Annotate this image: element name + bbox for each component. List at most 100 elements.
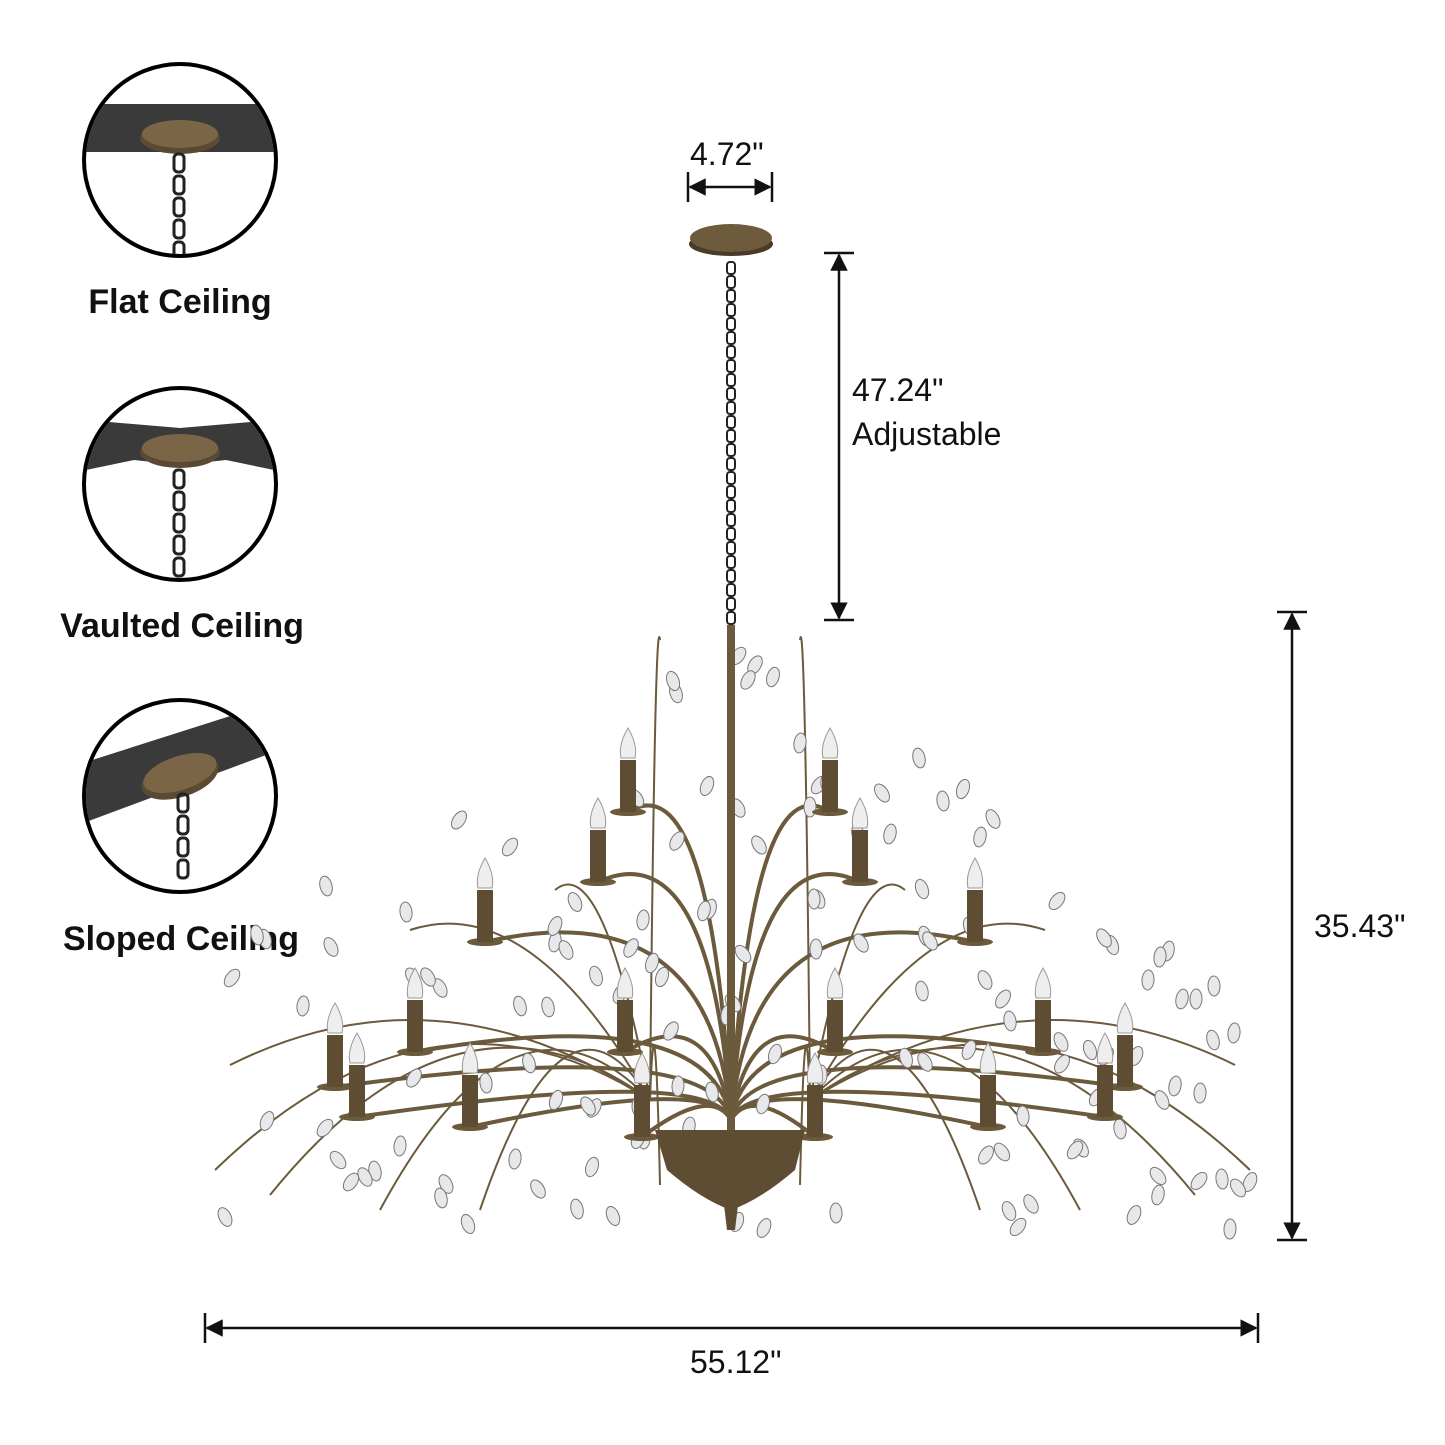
crystal (1194, 1083, 1207, 1103)
branch (650, 1046, 660, 1185)
bulb (620, 728, 635, 758)
crystal (528, 1177, 549, 1200)
candle-sleeve (822, 760, 838, 812)
chain-link (727, 360, 735, 372)
bulb (980, 1043, 995, 1073)
crystal (975, 968, 995, 991)
crystal (215, 1205, 235, 1228)
chain-link (727, 276, 735, 288)
width-dimension (205, 1313, 1258, 1343)
crystal (448, 808, 469, 831)
chain-length-label: 47.24" (852, 372, 943, 409)
chain-link (727, 416, 735, 428)
height-label: 35.43" (1314, 908, 1405, 945)
crystal (749, 833, 770, 856)
crystal (296, 995, 310, 1016)
crystal (1046, 889, 1068, 912)
candle-sleeve (407, 1000, 423, 1052)
chain-link (727, 374, 735, 386)
branch (650, 637, 660, 1100)
crystal (318, 875, 334, 897)
candle-sleeve (827, 1000, 843, 1052)
chain-link (727, 388, 735, 400)
chain-link (727, 514, 735, 526)
crystal (1167, 1075, 1183, 1097)
bulb (477, 858, 492, 888)
crystal (936, 790, 951, 811)
crystal (661, 1019, 682, 1042)
crystal (587, 965, 604, 988)
canopy (689, 224, 773, 256)
crystal (1150, 1184, 1166, 1206)
crystal (972, 826, 988, 848)
crystal (327, 1148, 349, 1171)
bulb (349, 1033, 364, 1063)
chain-link (727, 486, 735, 498)
bulb (462, 1043, 477, 1073)
chain-link (727, 318, 735, 330)
bulb (1117, 1003, 1132, 1033)
crystal (810, 939, 822, 959)
crystal (636, 909, 651, 930)
canopy-width-dimension (688, 172, 772, 202)
crystal (698, 774, 717, 797)
candle-sleeve (1035, 1000, 1051, 1052)
crystal (1016, 1106, 1030, 1127)
chain-link (727, 346, 735, 358)
crystal (754, 1216, 773, 1239)
chain-link (727, 444, 735, 456)
candle-sleeve (327, 1035, 343, 1087)
bulb (852, 798, 867, 828)
candle-sleeve (967, 890, 983, 942)
crystal (479, 1072, 493, 1093)
crystal (911, 747, 927, 769)
candle-sleeve (462, 1075, 478, 1127)
chain-link (727, 500, 735, 512)
crystal (540, 996, 556, 1018)
crystal (1153, 946, 1167, 967)
crystal (508, 1148, 523, 1169)
crystal (1152, 1088, 1172, 1111)
crystal (1147, 1164, 1169, 1187)
chain (727, 262, 735, 624)
bulb (1035, 968, 1050, 998)
chain-link (727, 304, 735, 316)
candle-sleeve (807, 1085, 823, 1137)
candle-sleeve (620, 760, 636, 812)
crystal (1215, 1168, 1229, 1189)
crystal (1190, 989, 1203, 1009)
chain-link (727, 402, 735, 414)
crystal (1002, 1010, 1017, 1032)
chain-link (727, 458, 735, 470)
canopy-width-label: 4.72" (690, 136, 764, 173)
candle-sleeve (980, 1075, 996, 1127)
crystal (913, 878, 931, 901)
crystal (393, 1135, 407, 1156)
crystal (459, 1212, 478, 1235)
candle-sleeve (1097, 1065, 1113, 1117)
crystal (983, 807, 1003, 830)
chain-link (727, 570, 735, 582)
chain-link (727, 528, 735, 540)
chain-link (727, 556, 735, 568)
chain-adjustable-label: Adjustable (852, 416, 1001, 453)
bulb (590, 798, 605, 828)
crystal (221, 966, 243, 989)
candle-sleeve (477, 890, 493, 942)
chain-link (727, 542, 735, 554)
crystal (1000, 1199, 1019, 1222)
crystal (954, 778, 972, 801)
crystal (1081, 1039, 1099, 1062)
crystal (992, 987, 1013, 1010)
crystal (399, 901, 413, 922)
crystal (569, 1198, 585, 1220)
crystal (882, 823, 898, 845)
bulb (634, 1053, 649, 1083)
crystal (1227, 1022, 1241, 1043)
chain-link (727, 598, 735, 610)
bulb (967, 858, 982, 888)
crystal (914, 980, 930, 1002)
bulb (822, 728, 837, 758)
